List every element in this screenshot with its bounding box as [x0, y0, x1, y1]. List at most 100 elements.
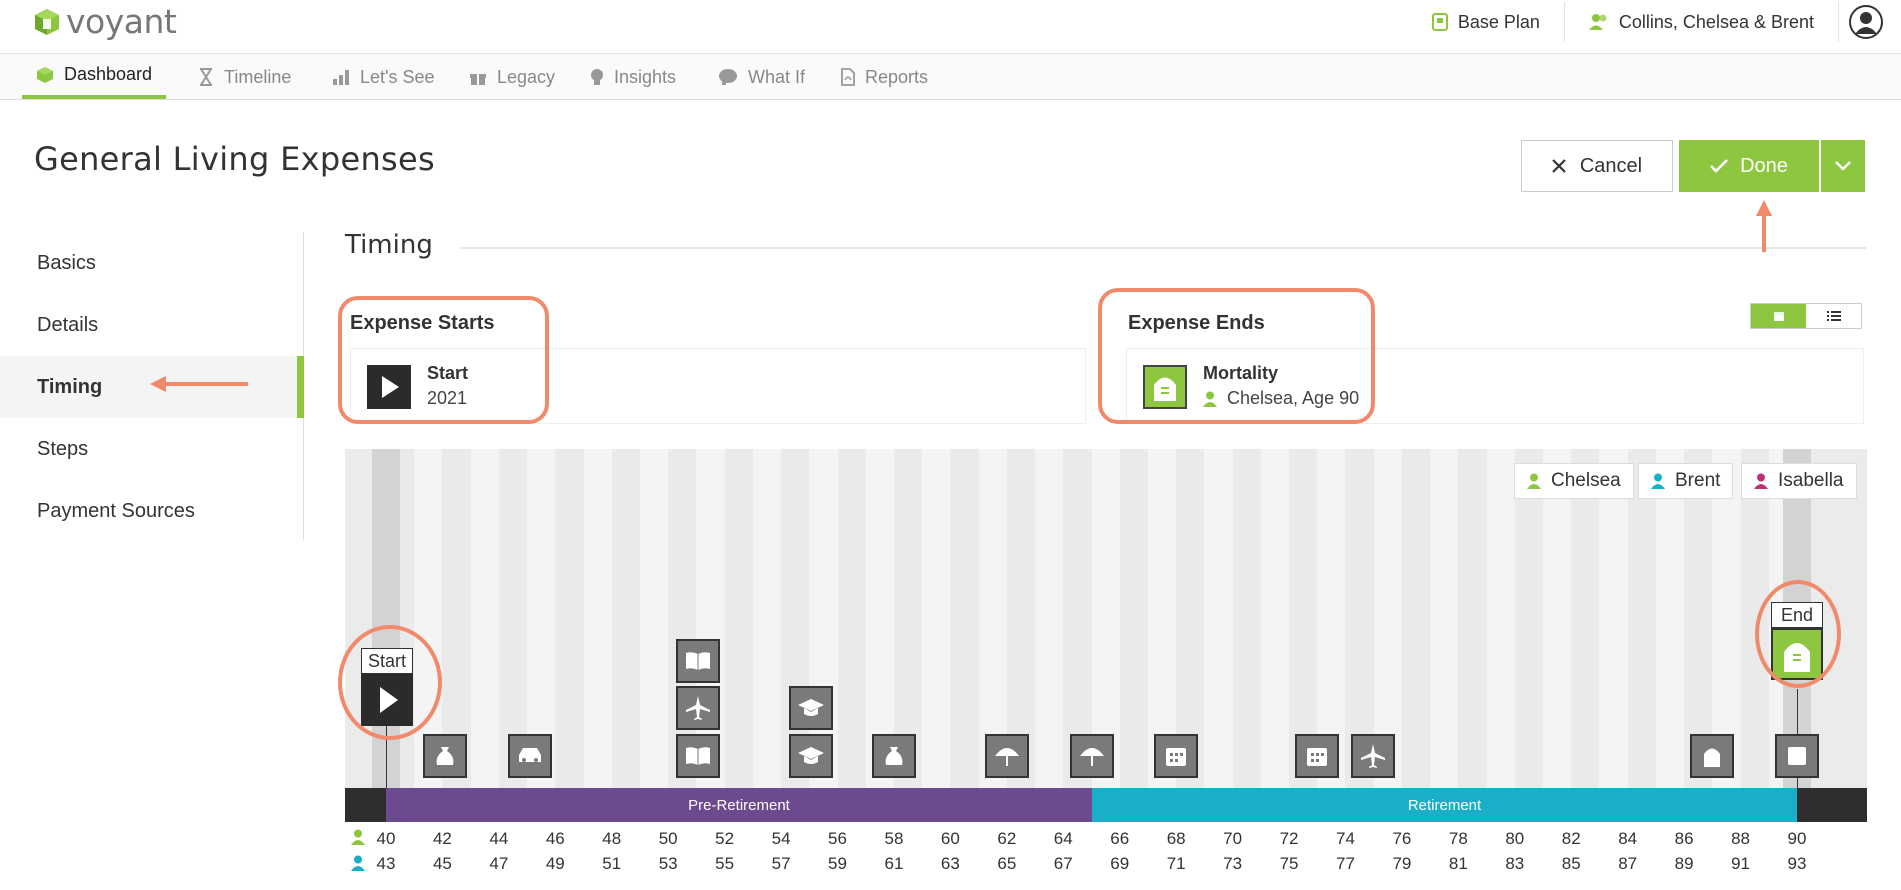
end-event-name: Mortality	[1203, 363, 1279, 383]
legend-label: Brent	[1675, 470, 1721, 491]
start-event-name: Start	[427, 363, 469, 383]
brent-age-label: 83	[1505, 854, 1525, 873]
chelsea-age-label: 88	[1731, 829, 1750, 848]
chelsea-age-label: 56	[828, 829, 847, 848]
tab-what-if[interactable]: What If	[704, 54, 819, 100]
year-stripe	[809, 449, 838, 788]
graduation-cap-icon[interactable]	[789, 686, 833, 730]
year-stripe	[1147, 449, 1177, 788]
brent-age-label: 79	[1392, 854, 1412, 873]
tombstone-event-icon[interactable]	[1690, 734, 1734, 778]
chelsea-person-icon	[351, 829, 365, 845]
inheritance-event-icon[interactable]	[423, 734, 467, 778]
year-stripe	[696, 449, 725, 788]
retirement-phase[interactable]: Retirement	[1092, 788, 1797, 822]
calendar-event-icon[interactable]	[1295, 734, 1339, 778]
chelsea-age-label: 42	[432, 829, 452, 848]
tombstone-icon	[1143, 365, 1187, 409]
legend-brent[interactable]: Brent	[1638, 463, 1734, 499]
calendar-event-icon[interactable]	[1154, 734, 1198, 778]
client-selector[interactable]: Collins, Chelsea & Brent	[1563, 2, 1838, 42]
sidebar-item-steps[interactable]: Steps	[0, 418, 303, 480]
tab-dashboard[interactable]: Dashboard	[22, 54, 167, 99]
legend-label: Chelsea	[1551, 470, 1621, 491]
end-event-detail: Chelsea, Age 90	[1227, 388, 1360, 408]
sidebar-item-label: Payment Sources	[37, 499, 195, 522]
retirement-umbrella-icon[interactable]	[985, 734, 1029, 778]
chelsea-age-label: 52	[715, 829, 735, 848]
sidebar-item-timing[interactable]: Timing	[0, 356, 304, 418]
sidebar-item-label: Steps	[37, 437, 89, 460]
expense-end-selector[interactable]: Mortality Chelsea, Age 90	[1126, 348, 1864, 424]
cancel-button[interactable]: Cancel	[1521, 140, 1673, 192]
legend-isabella[interactable]: Isabella	[1741, 463, 1857, 499]
person-icon	[1527, 473, 1541, 489]
brent-age-label: 93	[1787, 854, 1807, 873]
list-view-button[interactable]	[1806, 304, 1861, 328]
education-book-icon[interactable]	[676, 639, 720, 683]
client-label: Collins, Chelsea & Brent	[1618, 11, 1814, 32]
brent-age-label: 67	[1053, 854, 1073, 873]
annotation-end-flag	[1755, 580, 1841, 688]
brent-age-label: 89	[1674, 854, 1694, 873]
year-stripe	[1091, 449, 1120, 788]
chelsea-age-label: 72	[1279, 829, 1299, 848]
year-stripe	[1345, 449, 1374, 788]
inheritance-event-icon[interactable]	[872, 734, 916, 778]
retirement-umbrella-icon[interactable]	[1070, 734, 1114, 778]
graduation-cap-icon[interactable]	[789, 734, 833, 778]
year-stripe	[498, 449, 528, 788]
person-icon	[1203, 391, 1217, 407]
brent-age-label: 61	[884, 854, 904, 873]
cancel-label: Cancel	[1579, 154, 1643, 177]
legend-chelsea[interactable]: Chelsea	[1514, 463, 1634, 499]
people-icon	[1588, 14, 1607, 30]
timeline-chart[interactable]: Chelsea Brent Isabella Start End	[345, 449, 1867, 879]
year-stripe	[442, 449, 471, 788]
voyant-logo-icon	[35, 9, 59, 35]
user-menu[interactable]	[1838, 2, 1901, 42]
chelsea-age-label: 48	[602, 829, 622, 848]
year-stripe	[893, 449, 923, 788]
brent-age-label: 75	[1279, 854, 1299, 873]
sidebar-item-basics[interactable]: Basics	[0, 232, 303, 294]
sidebar-item-details[interactable]: Details	[0, 294, 303, 356]
end-of-plan-icon[interactable]	[1775, 734, 1819, 778]
tab-insights[interactable]: Insights	[576, 54, 690, 100]
chelsea-age-label: 66	[1110, 829, 1130, 848]
chelsea-age-label: 76	[1392, 829, 1412, 848]
year-stripe	[837, 449, 866, 788]
view-toggle	[1750, 303, 1862, 329]
tab-reports[interactable]: Reports	[827, 54, 942, 100]
base-plan-button[interactable]: Base Plan	[1408, 2, 1564, 42]
travel-plane-icon[interactable]	[676, 686, 720, 730]
tab-legacy[interactable]: Legacy	[455, 54, 569, 100]
calendar-icon	[1773, 312, 1784, 321]
car-event-icon[interactable]	[508, 734, 552, 778]
sidebar-item-payment-sources[interactable]: Payment Sources	[0, 480, 303, 542]
brent-age-label: 65	[997, 854, 1017, 873]
editor-sidebar: Basics Details Timing Steps Payment Sour…	[0, 232, 304, 540]
annotation-expense-ends	[1098, 288, 1375, 424]
expense-start-selector[interactable]: Start 2021	[350, 348, 1086, 424]
year-stripe	[527, 449, 556, 788]
start-flag-line	[386, 709, 387, 789]
year-stripe	[470, 449, 499, 788]
education-book-icon[interactable]	[676, 734, 720, 778]
voyant-logo[interactable]: voyant	[32, 4, 177, 40]
cube-icon	[37, 66, 53, 83]
pre-retirement-phase[interactable]: Pre-Retirement	[386, 788, 1092, 822]
year-stripe	[1543, 449, 1572, 788]
chelsea-age-label: 84	[1618, 829, 1638, 848]
done-options-button[interactable]	[1821, 140, 1865, 192]
sidebar-item-label: Details	[37, 313, 99, 336]
phase-label: Pre-Retirement	[688, 796, 790, 814]
travel-plane-icon[interactable]	[1351, 734, 1395, 778]
tab-lets-see[interactable]: Let's See	[318, 54, 449, 100]
tab-timeline[interactable]: Timeline	[184, 54, 305, 100]
close-icon	[1552, 159, 1566, 173]
done-button[interactable]: Done	[1679, 140, 1819, 192]
year-stripe	[1204, 449, 1233, 788]
calendar-view-button[interactable]	[1751, 304, 1806, 328]
expense-starts-heading: Expense Starts	[350, 312, 495, 334]
